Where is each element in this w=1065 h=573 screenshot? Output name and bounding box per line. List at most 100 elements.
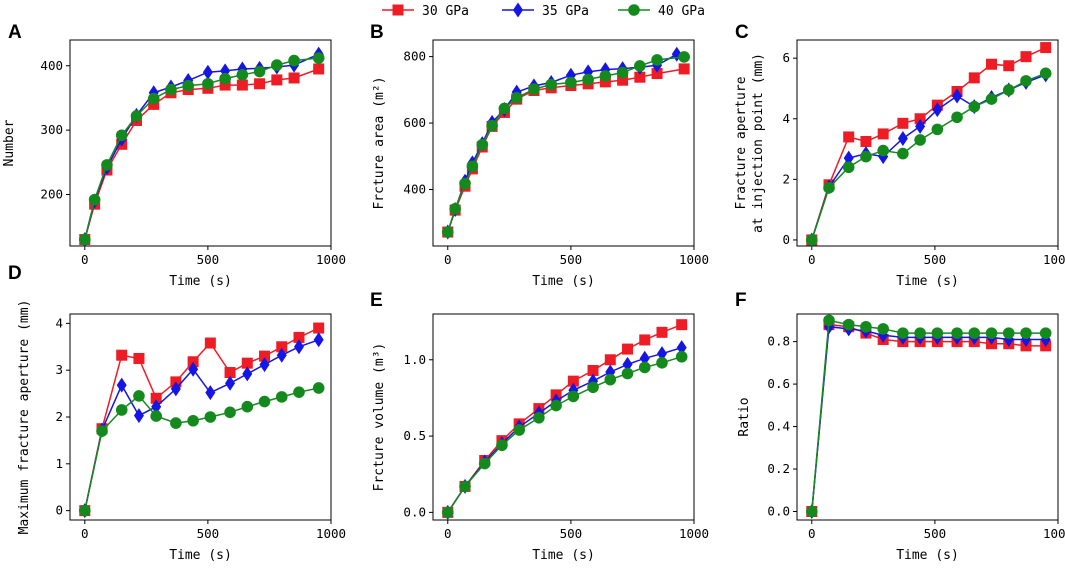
data-point: [510, 92, 523, 104]
data-point: [968, 72, 980, 84]
data-point: [1020, 327, 1032, 339]
series-line: [84, 68, 319, 240]
data-point: [656, 326, 668, 338]
data-point: [599, 76, 611, 88]
series-40-gpa: [78, 382, 325, 517]
x-tick-label: 1000: [316, 526, 346, 541]
data-point: [271, 74, 283, 86]
series-line: [811, 325, 1046, 512]
data-point: [78, 504, 91, 517]
data-point: [205, 385, 216, 401]
series-40-gpa: [441, 350, 688, 519]
data-point: [545, 78, 557, 91]
series-line: [811, 46, 1047, 241]
y-tick-label: 0.5: [403, 428, 426, 443]
data-point: [276, 341, 288, 353]
panel-e: E 0 500 1000 0.0 0.5 1.0 Time (s) Frcture volume…: [370, 290, 709, 563]
series-40-gpa: [805, 314, 1052, 518]
data-point: [170, 417, 182, 429]
data-point: [860, 320, 872, 333]
series-line: [447, 355, 682, 513]
x-tick-label: 1000: [679, 526, 709, 541]
series-40-gpa: [441, 51, 690, 238]
data-point: [656, 346, 667, 362]
x-tick-label: 0: [808, 252, 816, 267]
x-tick-label: 0: [444, 252, 452, 267]
data-point: [604, 373, 617, 386]
data-point: [236, 79, 248, 91]
data-point: [165, 83, 177, 96]
data-point: [567, 390, 580, 403]
data-point: [441, 226, 454, 238]
data-point: [130, 110, 143, 122]
data-point: [587, 381, 599, 394]
data-point: [651, 68, 663, 80]
y-tick-label: 0.6: [767, 376, 790, 391]
data-point: [843, 150, 854, 166]
y-axis-label-line: Fracture aperture: [734, 76, 749, 209]
y-axis-label: Maximum fracture aperture (mm): [17, 300, 32, 535]
legend-entry: 30 GPa: [382, 4, 469, 19]
data-point: [1020, 75, 1032, 87]
data-point: [1039, 67, 1052, 80]
x-axis-label: Time (s): [896, 548, 959, 563]
data-point: [951, 327, 963, 339]
data-point: [219, 79, 231, 91]
series-line: [447, 324, 682, 513]
data-point: [116, 377, 127, 393]
data-point: [204, 337, 216, 349]
axes-frame: [796, 39, 1059, 247]
data-point: [293, 331, 305, 343]
data-point: [276, 347, 287, 363]
y-tick-label: 1: [55, 456, 63, 471]
y-tick-label: 400: [403, 182, 426, 197]
series-line: [811, 323, 1046, 512]
y-axis-label-line: at injection point (mm): [751, 53, 766, 233]
data-point: [1040, 42, 1052, 54]
y-tick-label: 1.0: [403, 352, 426, 367]
x-axis-label: Time (s): [532, 274, 595, 289]
data-point: [639, 350, 650, 366]
legend-marker: [513, 2, 523, 18]
data-point: [187, 414, 199, 427]
data-point: [914, 327, 926, 339]
data-point: [968, 327, 981, 339]
y-tick-label: 2: [55, 409, 63, 424]
data-point: [275, 391, 288, 403]
series-40-gpa: [805, 67, 1052, 246]
data-point: [254, 78, 266, 90]
data-point: [985, 327, 998, 339]
y-axis-label: Number: [2, 119, 17, 166]
data-point: [313, 332, 324, 348]
data-point: [616, 66, 629, 79]
data-point: [676, 340, 687, 356]
x-tick-label: 0: [81, 526, 89, 541]
data-point: [293, 339, 304, 355]
data-point: [147, 92, 160, 105]
x-tick-label: 500: [197, 526, 220, 541]
data-point: [241, 357, 253, 369]
axes-frame: [69, 39, 332, 247]
data-point: [259, 357, 270, 373]
data-point: [224, 406, 236, 419]
data-point: [513, 424, 525, 436]
series-30-gpa: [806, 42, 1052, 246]
x-tick-label: 1000: [1043, 526, 1065, 541]
x-axis-label: Time (s): [169, 274, 232, 289]
data-point: [170, 381, 181, 397]
y-tick-label: 800: [403, 49, 426, 64]
axes-frame: [432, 313, 695, 521]
data-point: [634, 71, 646, 83]
data-point: [224, 367, 236, 379]
data-point: [1020, 51, 1032, 63]
legend-label: 40 GPa: [658, 4, 705, 19]
series-35-gpa: [806, 67, 1051, 248]
data-point: [219, 72, 231, 85]
legend-entry: 40 GPa: [618, 4, 705, 19]
data-point: [312, 382, 325, 394]
data-point: [188, 361, 199, 377]
x-axis-label: Time (s): [169, 548, 232, 563]
data-point: [151, 399, 162, 415]
y-tick-label: 0.0: [767, 504, 790, 519]
